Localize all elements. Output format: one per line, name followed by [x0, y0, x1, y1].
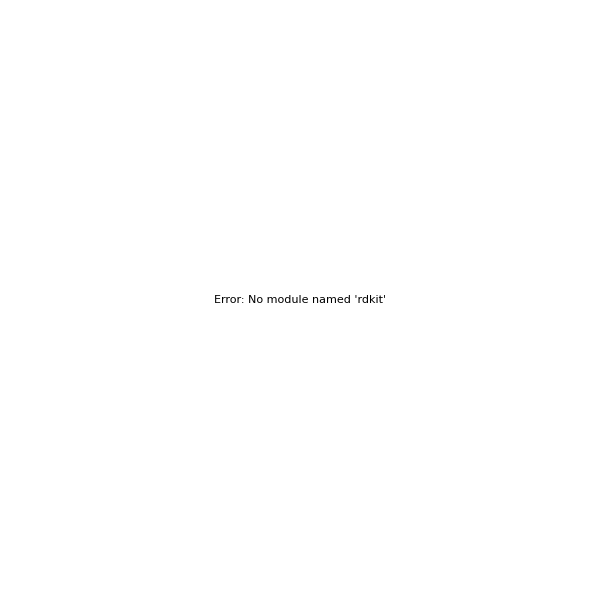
- Text: Error: No module named 'rdkit': Error: No module named 'rdkit': [214, 295, 386, 305]
